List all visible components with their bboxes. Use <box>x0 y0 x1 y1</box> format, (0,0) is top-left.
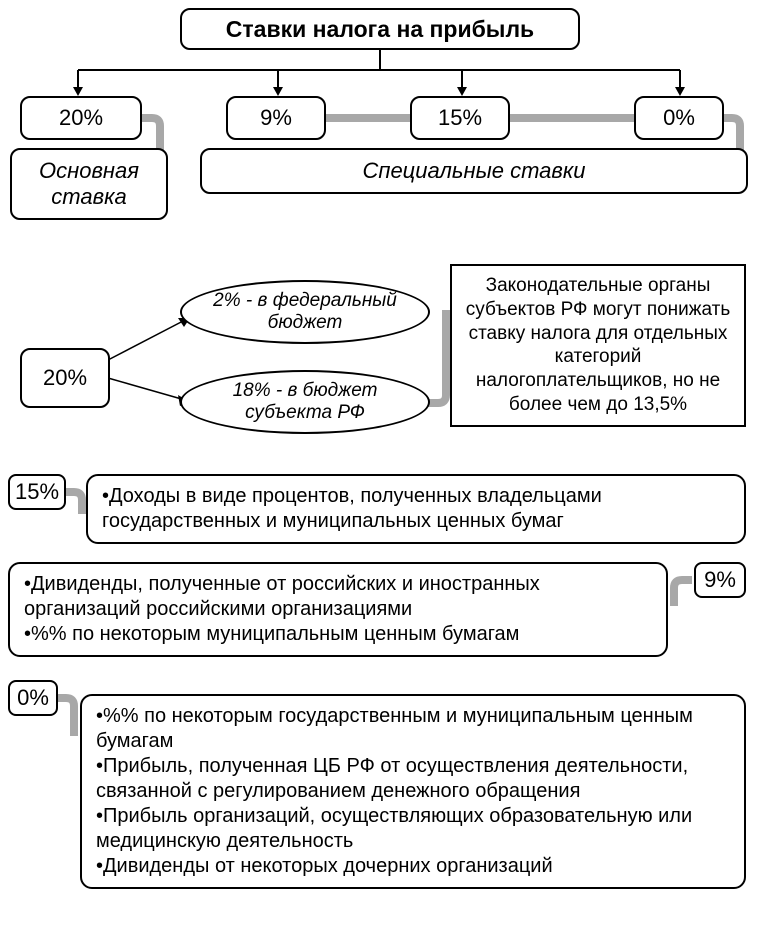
label-special-text: Специальные ставки <box>362 158 585 184</box>
note-box: Законодательные органы субъектов РФ могу… <box>450 264 746 427</box>
ellipse-subject-text: 18% - в бюджет субъекта РФ <box>202 380 408 424</box>
rate-0-detail-text: 0% <box>17 685 49 711</box>
ellipse-federal: 2% - в федеральный бюджет <box>180 280 430 344</box>
rate-15-detail-text: 15% <box>15 479 59 505</box>
desc-0: •%% по некоторым государственным и муниц… <box>80 694 746 889</box>
desc-0-line-0: •%% по некоторым государственным и муниц… <box>96 704 730 754</box>
rate-box-0: 0% <box>634 96 724 140</box>
diagram-title: Ставки налога на прибыль <box>180 8 580 50</box>
rate-0-detail: 0% <box>8 680 58 716</box>
desc-15: •Доходы в виде процентов, полученных вла… <box>86 474 746 544</box>
desc-9-line-1: •%% по некоторым муниципальным ценным бу… <box>24 622 652 647</box>
breakdown-rate-box: 20% <box>20 348 110 408</box>
label-special-rates: Специальные ставки <box>200 148 748 194</box>
rate-15-detail: 15% <box>8 474 66 510</box>
desc-9-line-0: •Дивиденды, полученные от российских и и… <box>24 572 652 622</box>
label-main-rate: Основная ставка <box>10 148 168 220</box>
note-text: Законодательные органы субъектов РФ могу… <box>466 275 731 415</box>
rate-box-9: 9% <box>226 96 326 140</box>
rate-box-15: 15% <box>410 96 510 140</box>
rate-0-text: 0% <box>663 105 695 131</box>
rate-15-text: 15% <box>438 105 482 131</box>
ellipse-subject: 18% - в бюджет субъекта РФ <box>180 370 430 434</box>
rate-9-text: 9% <box>260 105 292 131</box>
rate-9-detail-text: 9% <box>704 567 736 593</box>
desc-0-line-3: •Дивиденды от некоторых дочерних организ… <box>96 854 730 879</box>
rate-box-20: 20% <box>20 96 142 140</box>
desc-0-line-2: •Прибыль организаций, осуществляющих обр… <box>96 804 730 854</box>
rate-9-detail: 9% <box>694 562 746 598</box>
breakdown-rate-text: 20% <box>43 365 87 391</box>
rate-20-text: 20% <box>59 105 103 131</box>
desc-15-text: •Доходы в виде процентов, полученных вла… <box>102 485 602 532</box>
desc-9: •Дивиденды, полученные от российских и и… <box>8 562 668 657</box>
desc-0-line-1: •Прибыль, полученная ЦБ РФ от осуществле… <box>96 754 730 804</box>
label-main-text: Основная ставка <box>22 158 156 210</box>
title-text: Ставки налога на прибыль <box>226 16 534 43</box>
ellipse-federal-text: 2% - в федеральный бюджет <box>202 290 408 334</box>
